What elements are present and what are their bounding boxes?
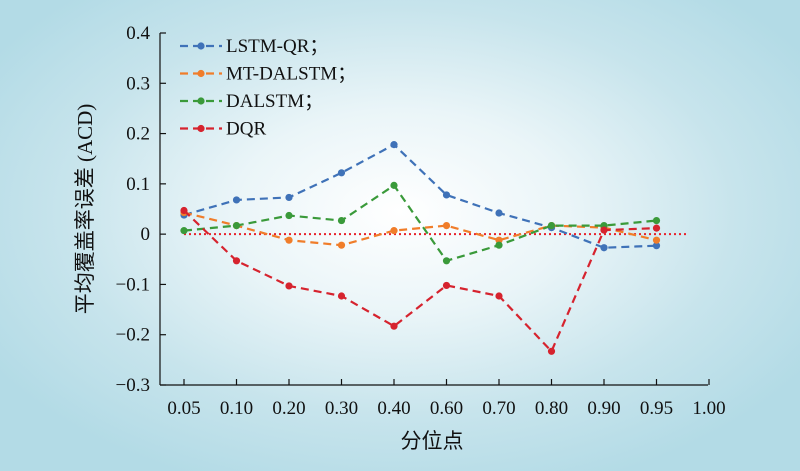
- data-point: [285, 193, 293, 202]
- data-point: [652, 224, 661, 232]
- data-point: [442, 257, 451, 265]
- y-axis-title: 平均覆盖率误差 (ACD): [73, 104, 97, 315]
- x-tick-label: 0.20: [272, 398, 305, 419]
- legend-swatch-point: [197, 69, 205, 78]
- data-point: [600, 226, 608, 234]
- x-axis-title: 分位点: [401, 429, 464, 453]
- legend-label: LSTM-QR；: [226, 36, 328, 57]
- legend: LSTM-QR； MT-DALSTM； DALSTM； DQR: [180, 36, 356, 140]
- data-point: [285, 236, 293, 244]
- x-tick-label: 0.10: [220, 398, 253, 419]
- legend-item: DQR: [180, 119, 266, 140]
- data-point: [285, 282, 293, 290]
- x-tick-label: 0.95: [640, 398, 673, 419]
- y-tick-label: 0: [141, 224, 151, 245]
- y-tick-label: −0.1: [116, 274, 150, 295]
- data-point: [652, 216, 661, 225]
- data-point: [390, 141, 398, 149]
- legend-swatch-point: [197, 97, 205, 105]
- legend-label: DALSTM；: [226, 91, 323, 112]
- legend-item: LSTM-QR；: [180, 36, 328, 57]
- data-point: [390, 322, 398, 330]
- series-line: [183, 183, 657, 263]
- legend-label: MT-DALSTM；: [226, 64, 356, 85]
- data-point: [442, 191, 451, 199]
- data-point: [232, 196, 241, 204]
- data-point: [285, 211, 293, 220]
- series-line: [183, 211, 657, 247]
- data-point: [390, 181, 398, 189]
- y-tick-label: −0.3: [116, 375, 150, 396]
- data-point: [232, 257, 241, 265]
- data-point: [442, 221, 451, 230]
- legend-label: DQR: [226, 119, 266, 140]
- series-lines: [180, 141, 661, 355]
- y-tick-label: 0.4: [126, 23, 150, 44]
- x-tick-label: 0.90: [587, 398, 620, 419]
- legend-item: MT-DALSTM；: [180, 64, 356, 85]
- data-point: [337, 169, 346, 177]
- data-point: [547, 347, 556, 355]
- x-tick-label: 1.00: [692, 398, 725, 419]
- y-tick-label: 0.2: [126, 124, 150, 145]
- data-point: [652, 242, 661, 250]
- data-point: [337, 241, 346, 249]
- x-tick-label: 0.05: [167, 398, 200, 419]
- y-ticks: 0.4 0.3 0.2 0.1 0 −0.1 −0.2 −0.3: [116, 23, 166, 396]
- y-tick-label: 0.1: [126, 174, 150, 195]
- x-tick-label: 0.60: [430, 398, 463, 419]
- data-point: [442, 281, 451, 290]
- data-point: [337, 216, 346, 225]
- data-point: [547, 221, 556, 230]
- x-tick-label: 0.70: [482, 398, 515, 419]
- series-3: [180, 206, 661, 355]
- series-line: [183, 143, 657, 249]
- x-tick-label: 0.30: [325, 398, 358, 419]
- data-point: [495, 236, 503, 244]
- data-point: [600, 244, 608, 252]
- data-point: [180, 227, 188, 235]
- legend-swatch-point: [197, 124, 205, 133]
- data-point: [495, 209, 503, 217]
- legend-item: DALSTM；: [180, 91, 323, 112]
- x-tick-label: 0.40: [377, 398, 410, 419]
- axes: [159, 33, 708, 386]
- data-point: [495, 292, 503, 300]
- y-tick-label: 0.3: [126, 73, 150, 94]
- x-ticks: 0.05 0.10 0.20 0.30 0.40 0.60 0.70 0.80 0.90 0.95…: [167, 379, 726, 419]
- data-point: [337, 292, 346, 300]
- data-point: [180, 206, 188, 215]
- series-2: [180, 181, 661, 265]
- data-point: [390, 227, 398, 235]
- data-point: [652, 236, 661, 244]
- legend-swatch-point: [197, 42, 205, 50]
- series-line: [183, 209, 657, 354]
- x-tick-label: 0.80: [535, 398, 568, 419]
- data-point: [495, 241, 503, 249]
- data-point: [232, 221, 241, 230]
- y-tick-label: −0.2: [116, 325, 150, 346]
